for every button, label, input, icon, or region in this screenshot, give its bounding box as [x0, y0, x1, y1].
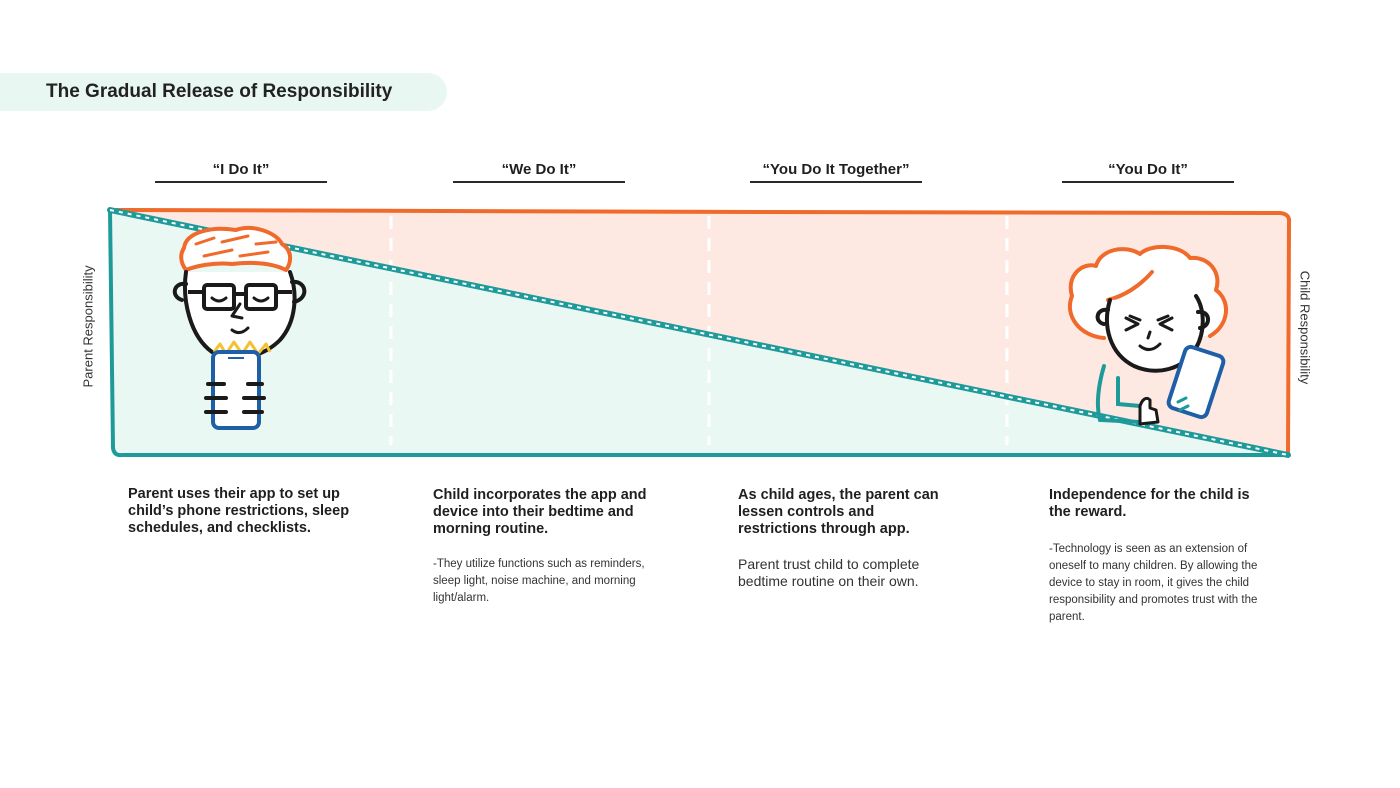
phase-you-do-it-together: “You Do It Together”: [750, 161, 922, 183]
description-note: Parent trust child to complete bedtime r…: [738, 556, 920, 589]
phase-you-do-it: “You Do It”: [1062, 161, 1234, 183]
description-heading: Independence for the child is the reward…: [1049, 487, 1250, 520]
child-illustration: [1068, 245, 1229, 426]
description-you-do-it: Independence for the child is the reward…: [1049, 487, 1271, 626]
phase-dividers: [389, 216, 1009, 445]
title-banner: The Gradual Release of Responsibility: [0, 73, 447, 111]
phase-i-do-it: “I Do It”: [155, 161, 327, 183]
description-note: -They utilize functions such as reminder…: [433, 558, 645, 604]
parent-border: [108, 208, 1290, 458]
description-you-do-it-together: As child ages, the parent can lessen con…: [738, 487, 953, 590]
description-we-do-it: Child incorporates the app and device in…: [433, 487, 653, 607]
phase-we-do-it: “We Do It”: [453, 161, 625, 183]
child-border: [108, 208, 1292, 457]
child-responsibility-label: Child Responsibility: [1297, 270, 1313, 385]
parent-responsibility-label: Parent Responsibility: [80, 265, 96, 388]
page-title: The Gradual Release of Responsibility: [46, 81, 393, 102]
description-heading: Parent uses their app to set up child’s …: [128, 486, 350, 536]
description-i-do-it: Parent uses their app to set up child’s …: [128, 486, 363, 537]
parent-illustration: [172, 225, 307, 430]
description-heading: Child incorporates the app and device in…: [433, 487, 647, 537]
description-heading: As child ages, the parent can lessen con…: [738, 487, 939, 537]
description-note: -Technology is seen as an extension of o…: [1049, 543, 1258, 623]
